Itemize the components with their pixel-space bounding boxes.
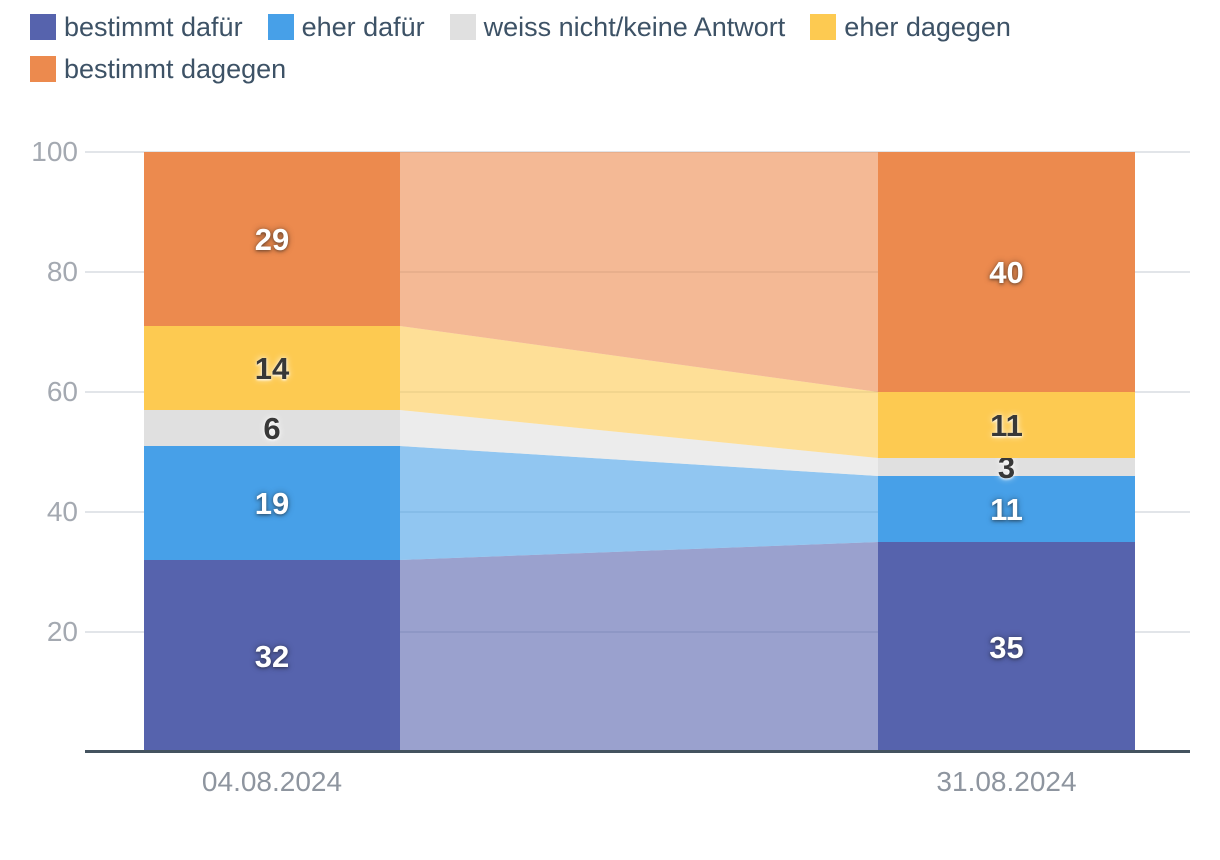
- legend-swatch-icon: [30, 14, 56, 40]
- bar-value-label: 29: [254, 221, 290, 257]
- bar-value-label: 11: [990, 407, 1023, 443]
- bar-value-label: 3: [997, 449, 1016, 485]
- bar-segment-eher-dagegen-31.08.2024[interactable]: 11: [878, 392, 1135, 458]
- legend-item-eher-dagegen[interactable]: eher dagegen: [810, 13, 1011, 41]
- legend-item-bestimmt-dagegen[interactable]: bestimmt dagegen: [30, 55, 286, 83]
- bar-segment-eher-dafür-31.08.2024[interactable]: 11: [878, 476, 1135, 542]
- bar-value-label: 6: [263, 410, 281, 446]
- flow-band-eher-dafür: [400, 446, 878, 560]
- legend-item-eher-dafür[interactable]: eher dafür: [267, 12, 425, 42]
- bar-value-label: 32: [254, 638, 290, 674]
- legend-label: weiss nicht/keine Antwort: [483, 12, 786, 42]
- legend-label: eher dagegen: [844, 12, 1011, 42]
- bar-segment-weiss-nicht-keine-antwort-31.08.2024[interactable]: 3: [878, 452, 1135, 483]
- bar-segment-bestimmt-dagegen-31.08.2024[interactable]: 40: [878, 152, 1135, 392]
- flow-band-eher-dagegen: [400, 326, 878, 458]
- x-axis-category-label: 04.08.2024: [201, 766, 343, 797]
- bar-value-label: 35: [989, 629, 1024, 665]
- bar-segment-bestimmt-dagegen-04.08.2024[interactable]: 29: [144, 152, 400, 326]
- legend-item-weiss-nicht-keine-antwort[interactable]: weiss nicht/keine Antwort: [449, 12, 786, 42]
- legend-swatch-icon: [810, 14, 837, 40]
- flow-band-bestimmt-dagegen: [400, 152, 878, 392]
- legend-swatch-icon: [30, 56, 56, 82]
- bar-value-label: 14: [254, 350, 290, 386]
- y-axis-tick-label: 100: [31, 136, 78, 167]
- bar-segment-eher-dagegen-04.08.2024[interactable]: 14: [144, 326, 400, 410]
- y-axis-tick-label: 80: [46, 256, 78, 287]
- bar-value-label: 40: [989, 254, 1024, 290]
- chart-legend: bestimmt dafür eher dafür weiss nicht/kein…: [30, 13, 1185, 83]
- bar-value-label: 19: [254, 485, 290, 521]
- y-axis-tick-label: 60: [46, 376, 78, 407]
- legend-item-bestimmt-dafür[interactable]: bestimmt dafür: [30, 13, 243, 41]
- x-axis-category-label: 31.08.2024: [936, 766, 1077, 797]
- bar-segment-bestimmt-dafür-04.08.2024[interactable]: 32: [144, 560, 400, 752]
- flow-band-weiss-nicht-keine-antwort: [400, 410, 878, 476]
- x-axis-line: [85, 750, 1190, 753]
- bar-segment-eher-dafür-04.08.2024[interactable]: 19: [144, 446, 400, 560]
- bar-value-label: 11: [990, 491, 1023, 527]
- legend-swatch-icon: [449, 14, 476, 40]
- bar-segment-weiss-nicht-keine-antwort-04.08.2024[interactable]: 6: [144, 410, 400, 446]
- flow-band-bestimmt-dafür: [400, 542, 878, 752]
- bar-segment-bestimmt-dafür-31.08.2024[interactable]: 35: [878, 542, 1135, 752]
- legend-label: eher dafür: [301, 12, 425, 42]
- legend-label: bestimmt dagegen: [64, 54, 287, 84]
- legend-label: bestimmt dafür: [64, 12, 243, 42]
- y-axis-tick-label: 40: [46, 496, 78, 527]
- legend-swatch-icon: [267, 14, 294, 40]
- y-axis-tick-label: 20: [46, 616, 78, 647]
